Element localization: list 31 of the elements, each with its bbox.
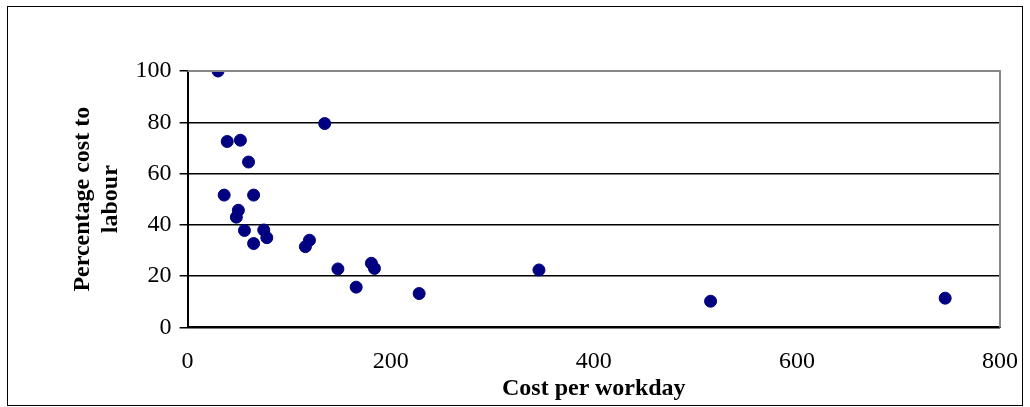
y-tick-label: 0	[159, 312, 172, 339]
y-axis-title: Percentage cost to labour	[67, 106, 123, 292]
y-tick-label: 100	[135, 56, 172, 83]
point	[237, 223, 251, 237]
point	[217, 188, 231, 202]
y-tick-label: 40	[147, 210, 172, 237]
point	[220, 135, 234, 149]
point	[938, 291, 952, 305]
x-tick-label: 200	[372, 347, 409, 374]
x-tick-label: 400	[575, 347, 612, 374]
point	[367, 261, 381, 275]
x-axis-title: Cost per workday	[502, 373, 686, 400]
point	[242, 155, 256, 169]
point	[704, 294, 718, 308]
point	[349, 280, 363, 294]
y-tick-label: 20	[147, 261, 172, 288]
x-tick-label: 800	[982, 347, 1018, 374]
y-tick-label: 60	[147, 158, 172, 185]
point	[233, 133, 247, 147]
point	[229, 210, 243, 224]
point	[532, 263, 546, 277]
point	[247, 188, 261, 202]
point	[412, 287, 426, 301]
x-tick-label: 0	[181, 347, 194, 374]
point	[331, 262, 345, 276]
y-tick-label: 80	[147, 107, 172, 134]
point	[247, 237, 261, 251]
point	[260, 231, 274, 245]
point	[318, 117, 332, 131]
x-tick-label: 600	[778, 347, 815, 374]
point	[298, 240, 312, 254]
